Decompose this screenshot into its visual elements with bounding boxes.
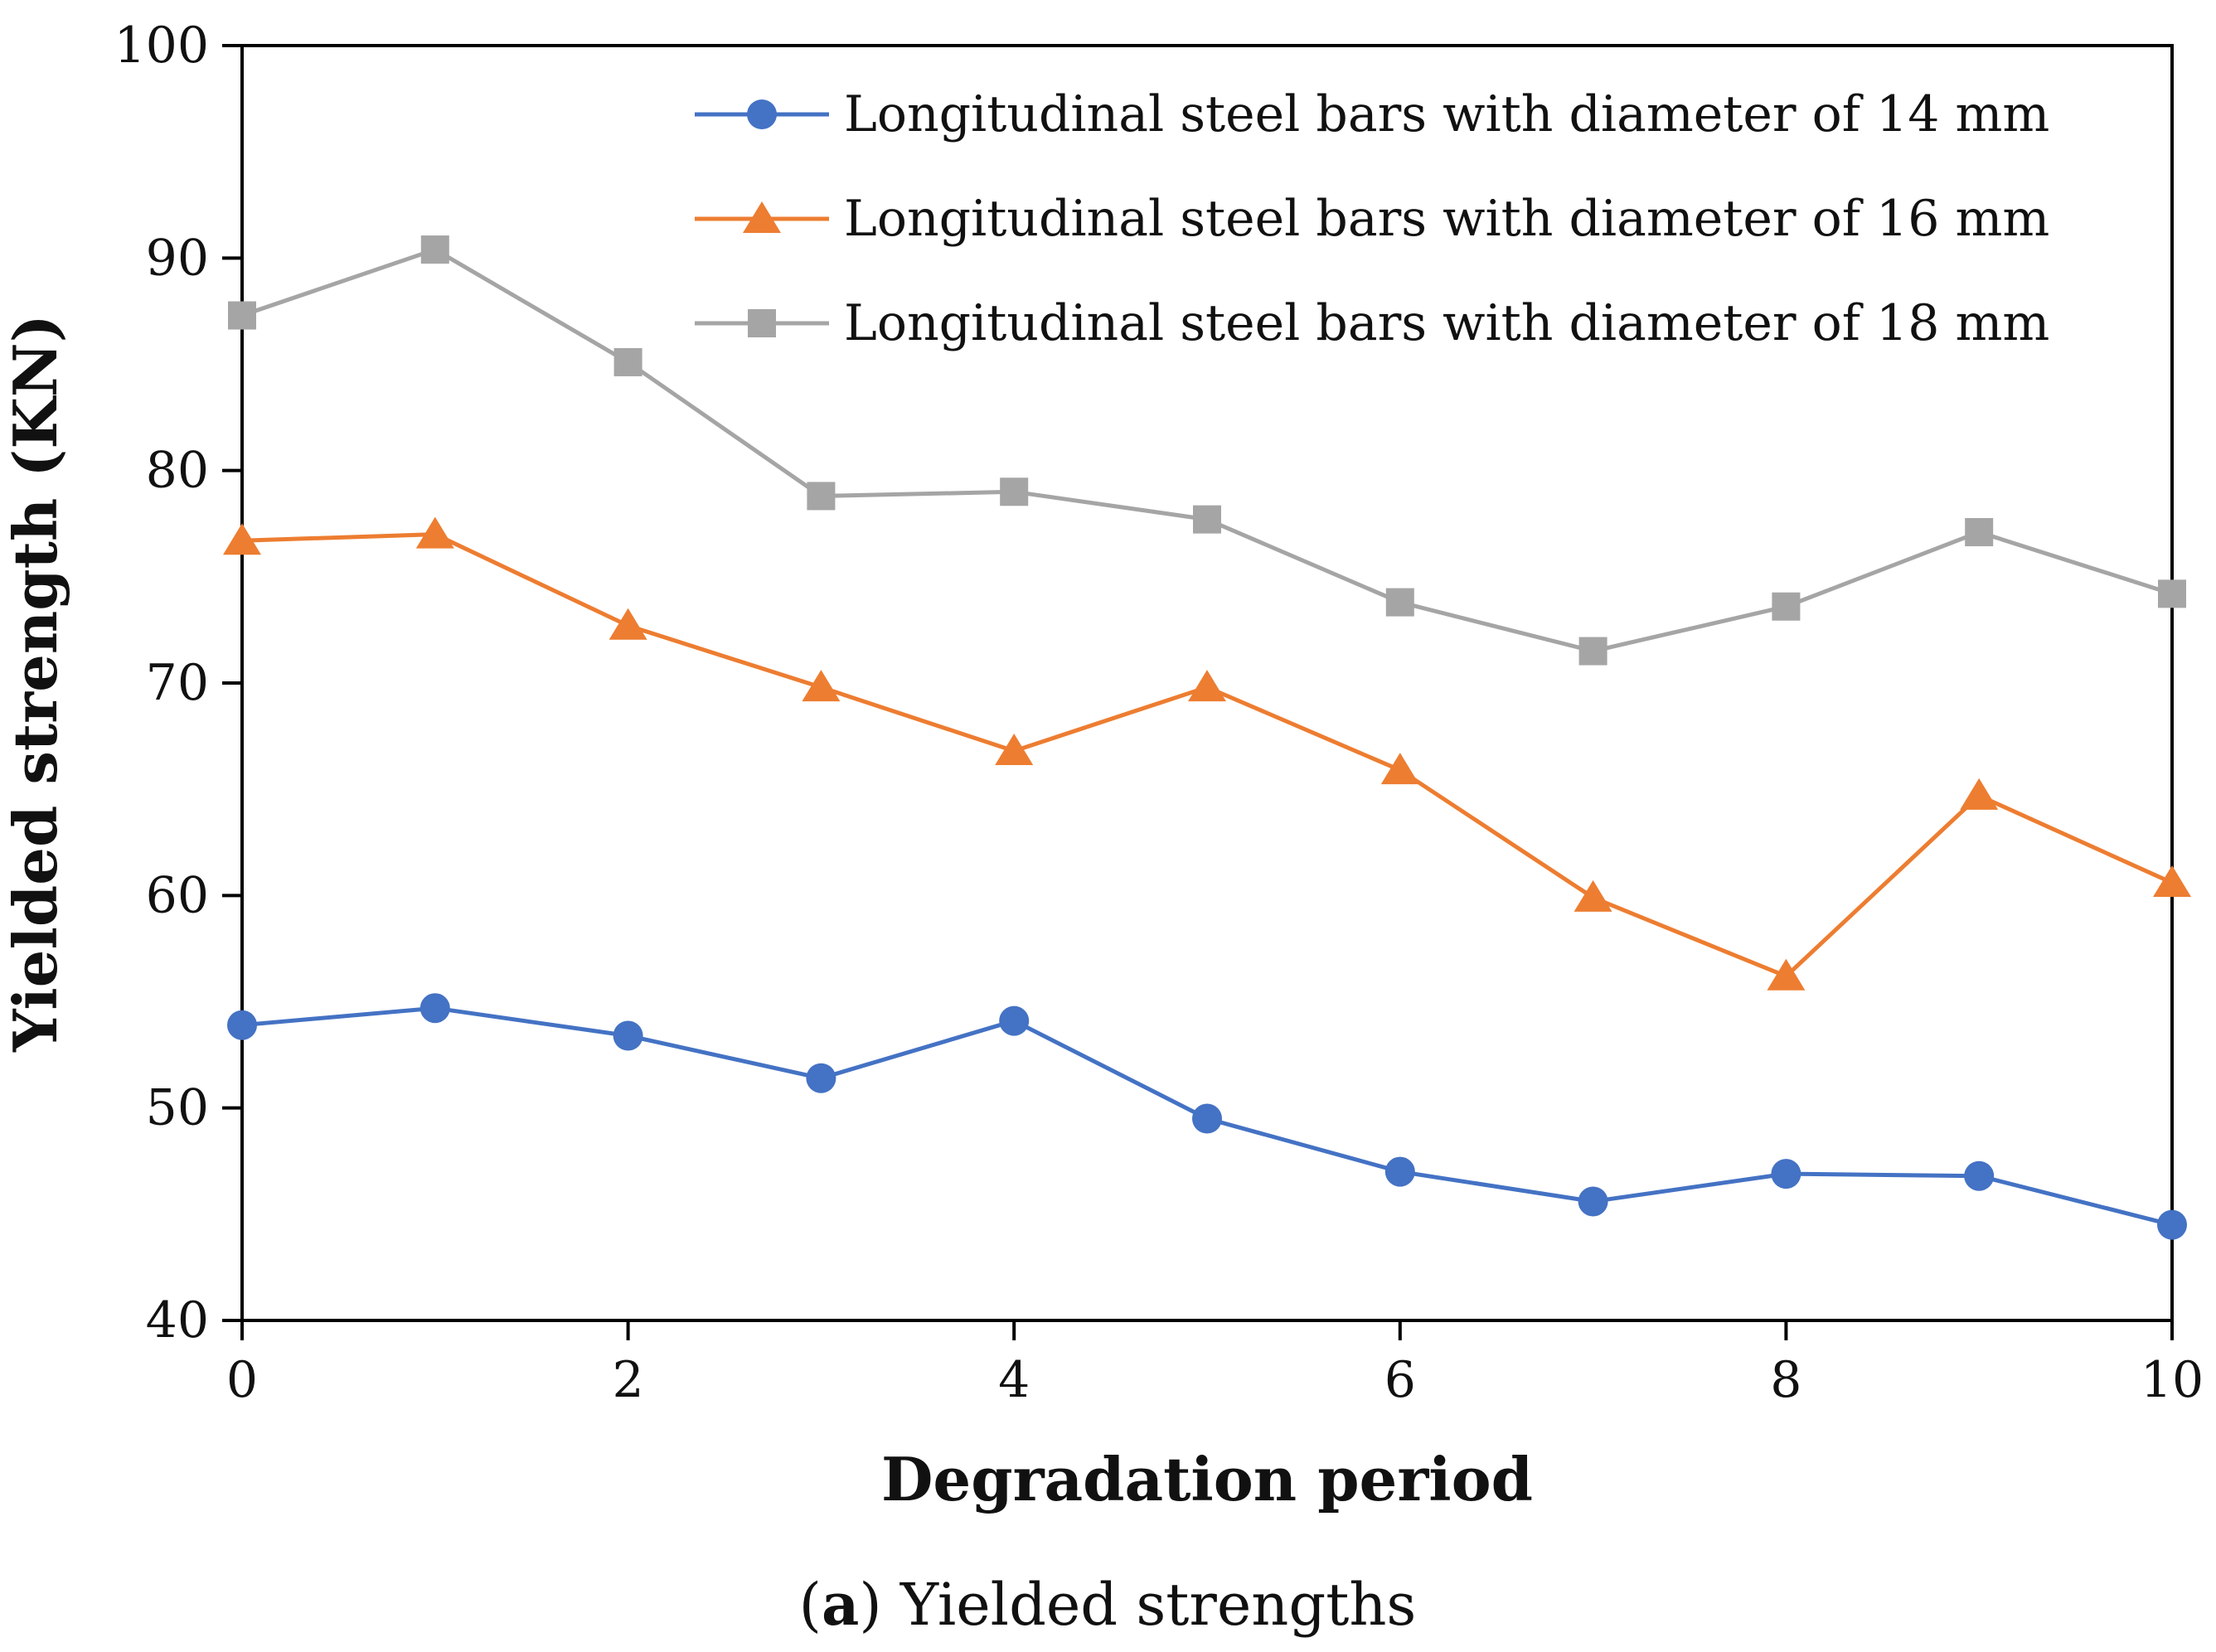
data-point bbox=[1193, 505, 1221, 534]
data-point bbox=[807, 482, 836, 511]
x-axis-title: Degradation period bbox=[881, 1444, 1533, 1514]
x-tick-label: 10 bbox=[2141, 1351, 2204, 1409]
data-point bbox=[1964, 1160, 1995, 1191]
x-tick-label: 0 bbox=[226, 1351, 258, 1409]
series-layer bbox=[223, 235, 2191, 1240]
data-point bbox=[1385, 588, 1414, 617]
data-point bbox=[1574, 879, 1612, 912]
data-point bbox=[1578, 637, 1607, 666]
data-point bbox=[1384, 1156, 1415, 1187]
series-2 bbox=[223, 516, 2191, 991]
data-point bbox=[415, 516, 454, 549]
data-point bbox=[806, 1063, 836, 1093]
data-point bbox=[2153, 865, 2191, 897]
legend-entry: Longitudinal steel bars with diameter of… bbox=[695, 294, 2049, 352]
y-tick-label: 60 bbox=[146, 866, 209, 924]
data-point bbox=[2157, 1209, 2187, 1240]
y-tick-label: 90 bbox=[146, 229, 209, 287]
legend-swatch-marker bbox=[747, 99, 777, 129]
legend-swatch-marker bbox=[748, 309, 776, 337]
caption-text: ) Yielded strengths bbox=[859, 1571, 1416, 1639]
legend-label: Longitudinal steel bars with diameter of… bbox=[844, 294, 2049, 352]
x-tick-label: 4 bbox=[998, 1351, 1030, 1409]
data-point bbox=[2158, 579, 2186, 608]
caption-letter: a bbox=[822, 1570, 859, 1639]
legend-label: Longitudinal steel bars with diameter of… bbox=[844, 85, 2049, 143]
series-3 bbox=[228, 235, 2186, 666]
data-point bbox=[802, 670, 841, 702]
data-point bbox=[223, 523, 261, 555]
data-point bbox=[613, 1020, 643, 1051]
y-tick-label: 80 bbox=[146, 442, 209, 500]
data-point bbox=[1767, 958, 1806, 991]
x-tick-label: 6 bbox=[1384, 1351, 1416, 1409]
data-point bbox=[419, 993, 450, 1024]
data-point bbox=[1380, 753, 1419, 785]
data-point bbox=[1771, 1159, 1801, 1189]
y-tick-label: 40 bbox=[146, 1291, 209, 1349]
data-point bbox=[1578, 1186, 1608, 1217]
data-point bbox=[228, 301, 256, 330]
data-point bbox=[1000, 477, 1029, 506]
caption-prefix: ( bbox=[799, 1571, 822, 1639]
data-point bbox=[995, 734, 1034, 766]
legend: Longitudinal steel bars with diameter of… bbox=[695, 85, 2049, 352]
y-tick-label: 50 bbox=[146, 1079, 209, 1137]
data-point bbox=[1192, 1103, 1222, 1134]
axes-ticks: 40 50 60 70 80 90 100 0 2 4 6 8 10 bbox=[114, 17, 2204, 1409]
data-point bbox=[1965, 518, 1994, 547]
data-point bbox=[1960, 778, 1999, 810]
legend-label: Longitudinal steel bars with diameter of… bbox=[844, 190, 2049, 248]
y-tick-label: 70 bbox=[146, 654, 209, 712]
data-point bbox=[1188, 670, 1226, 702]
data-point bbox=[227, 1010, 257, 1040]
legend-swatch-marker bbox=[743, 201, 781, 233]
data-point bbox=[999, 1005, 1030, 1036]
figure-caption: (a) Yielded strengths bbox=[799, 1570, 1417, 1639]
y-axis-title: Yielded strength (KN) bbox=[0, 314, 70, 1053]
y-tick-label: 100 bbox=[114, 17, 209, 75]
legend-entry: Longitudinal steel bars with diameter of… bbox=[695, 190, 2049, 248]
series-1 bbox=[227, 993, 2187, 1240]
data-point bbox=[420, 235, 449, 264]
data-point bbox=[1772, 592, 1801, 621]
data-point bbox=[609, 608, 647, 640]
legend-entry: Longitudinal steel bars with diameter of… bbox=[695, 85, 2049, 143]
data-point bbox=[613, 347, 642, 376]
x-tick-label: 8 bbox=[1770, 1351, 1801, 1409]
x-tick-label: 2 bbox=[613, 1351, 644, 1409]
